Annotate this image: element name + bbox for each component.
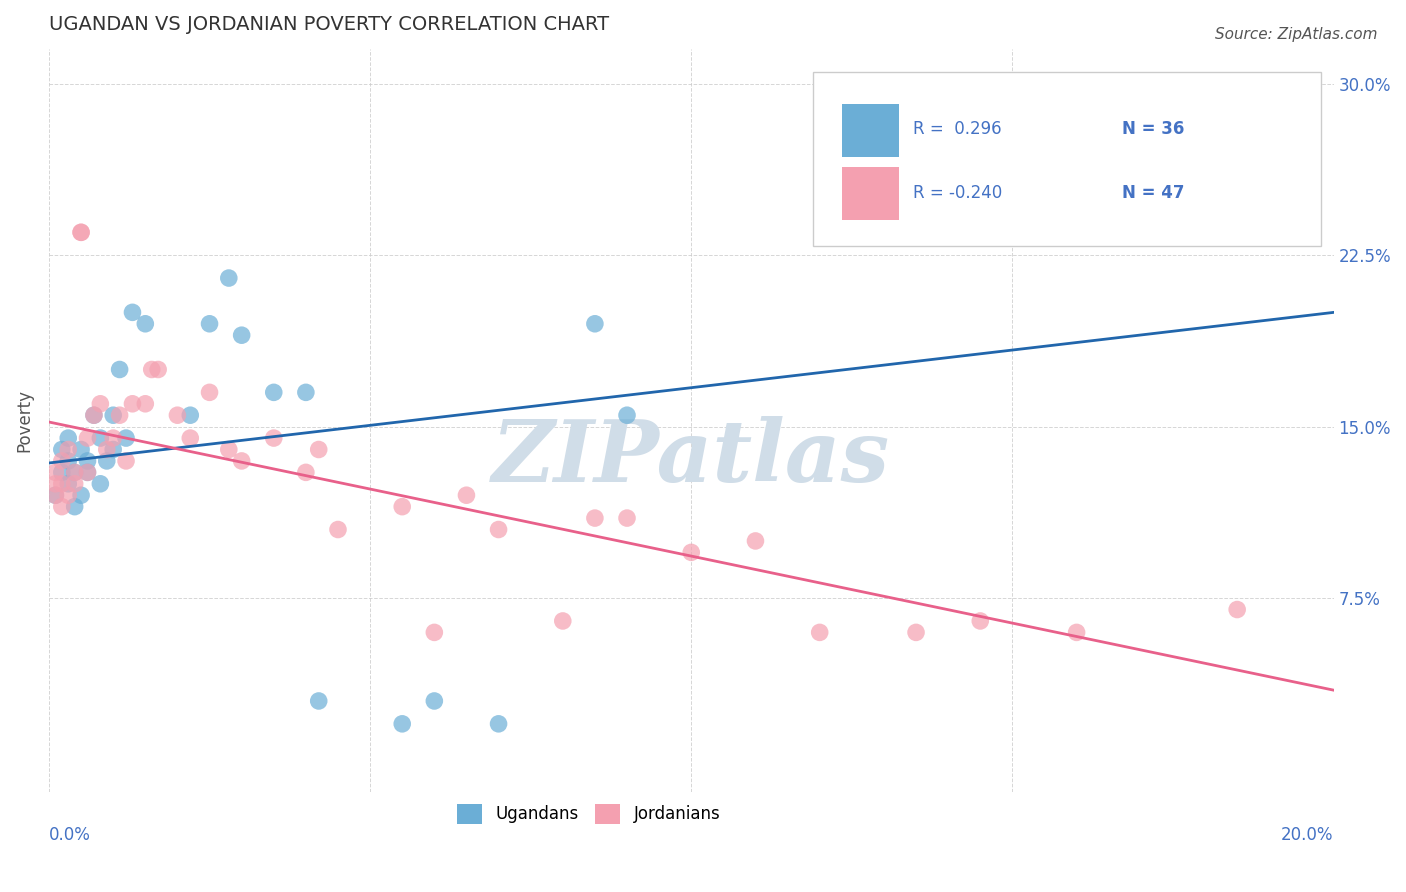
Point [115, 454, 138, 468]
Point [51, 500, 73, 514]
Point [681, 545, 703, 559]
Point [76, 454, 98, 468]
Point [1098, 214, 1121, 228]
Text: 20.0%: 20.0% [1281, 826, 1333, 844]
Point [616, 408, 638, 422]
Point [423, 694, 446, 708]
Point [51, 476, 73, 491]
Point [121, 397, 143, 411]
Point [70, 225, 93, 239]
Point [83, 408, 105, 422]
Text: N = 47: N = 47 [1122, 184, 1184, 202]
Point [263, 385, 285, 400]
Point [70, 442, 93, 457]
Point [63, 466, 86, 480]
Point [44, 476, 66, 491]
Point [96, 454, 118, 468]
Point [218, 271, 240, 285]
Point [295, 385, 318, 400]
Point [89, 476, 111, 491]
Point [70, 488, 93, 502]
Point [76, 466, 98, 480]
Point [166, 408, 188, 422]
Point [89, 397, 111, 411]
Point [488, 523, 510, 537]
Point [231, 328, 253, 343]
Point [63, 466, 86, 480]
Y-axis label: Poverty: Poverty [15, 390, 32, 452]
Point [146, 362, 169, 376]
Point [70, 225, 93, 239]
Point [103, 408, 125, 422]
Point [44, 488, 66, 502]
Point [83, 408, 105, 422]
Point [108, 362, 131, 376]
Point [198, 317, 221, 331]
Point [51, 466, 73, 480]
Point [108, 408, 131, 422]
Point [295, 466, 318, 480]
Point [744, 533, 766, 548]
Point [326, 523, 349, 537]
Text: R = -0.240: R = -0.240 [914, 184, 1002, 202]
Text: ZIPatlas: ZIPatlas [492, 417, 890, 500]
Point [134, 397, 156, 411]
Point [63, 500, 86, 514]
Point [63, 476, 86, 491]
Point [51, 454, 73, 468]
Point [488, 716, 510, 731]
FancyBboxPatch shape [842, 103, 900, 157]
Point [1066, 625, 1088, 640]
Point [423, 625, 446, 640]
Point [905, 625, 928, 640]
Text: 0.0%: 0.0% [49, 826, 91, 844]
Text: Source: ZipAtlas.com: Source: ZipAtlas.com [1215, 27, 1378, 42]
Point [391, 716, 413, 731]
Point [141, 362, 163, 376]
Point [391, 500, 413, 514]
Point [583, 317, 606, 331]
Text: UGANDAN VS JORDANIAN POVERTY CORRELATION CHART: UGANDAN VS JORDANIAN POVERTY CORRELATION… [49, 15, 609, 34]
Point [583, 511, 606, 525]
Point [308, 694, 330, 708]
Point [96, 442, 118, 457]
Point [51, 442, 73, 457]
Text: N = 36: N = 36 [1122, 120, 1184, 138]
Point [44, 466, 66, 480]
Point [58, 454, 80, 468]
Point [873, 179, 896, 194]
Point [121, 305, 143, 319]
Point [198, 385, 221, 400]
Point [231, 454, 253, 468]
Point [134, 317, 156, 331]
Point [179, 431, 201, 445]
Point [76, 431, 98, 445]
Point [115, 431, 138, 445]
Point [1226, 602, 1249, 616]
Point [103, 442, 125, 457]
Point [89, 431, 111, 445]
Point [58, 488, 80, 502]
Point [808, 625, 831, 640]
Point [551, 614, 574, 628]
Point [58, 476, 80, 491]
Point [58, 442, 80, 457]
Point [308, 442, 330, 457]
Point [456, 488, 478, 502]
Point [616, 511, 638, 525]
Point [58, 431, 80, 445]
Point [969, 614, 991, 628]
Point [44, 488, 66, 502]
FancyBboxPatch shape [813, 71, 1320, 246]
Point [218, 442, 240, 457]
Point [179, 408, 201, 422]
Point [263, 431, 285, 445]
Text: R =  0.296: R = 0.296 [914, 120, 1002, 138]
Point [76, 466, 98, 480]
FancyBboxPatch shape [842, 167, 900, 220]
Legend: Ugandans, Jordanians: Ugandans, Jordanians [449, 796, 728, 832]
Point [103, 431, 125, 445]
